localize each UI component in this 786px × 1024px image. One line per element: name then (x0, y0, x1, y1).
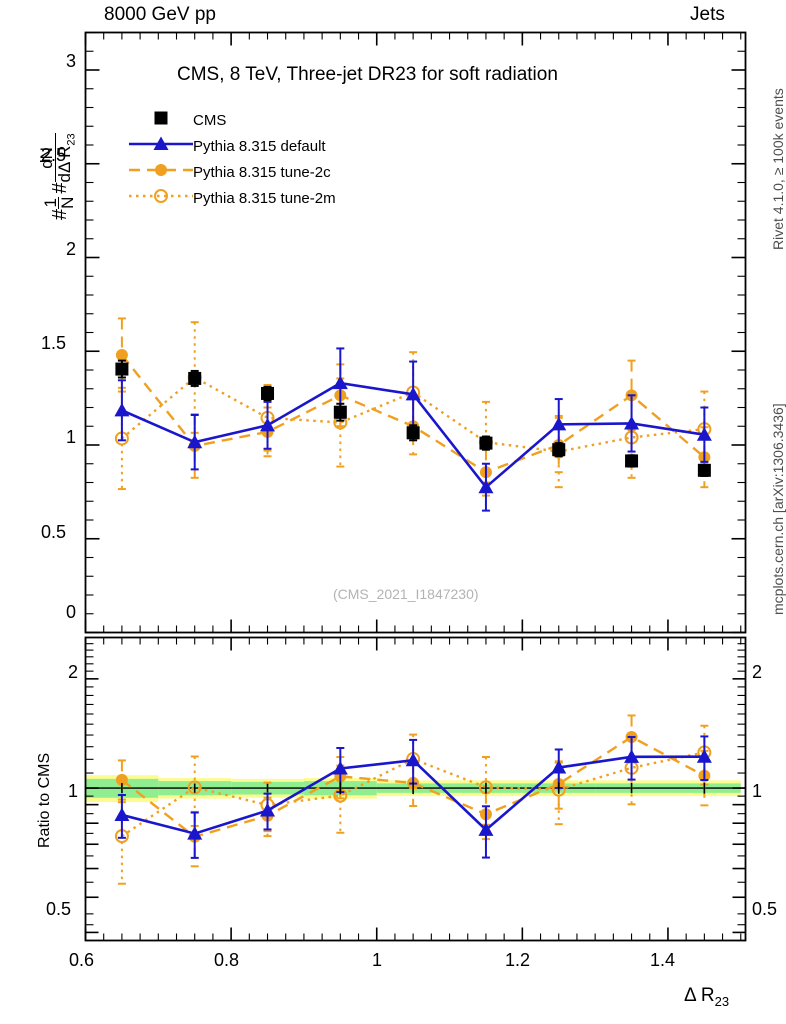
main-ytick-1: 0.5 (41, 522, 67, 542)
main-ytick-2: 1 (66, 427, 77, 447)
main-ytick-0: 0 (66, 602, 77, 622)
xtick-3: 1.2 (505, 950, 531, 970)
ratio-series-1 (114, 735, 712, 859)
data-marker (405, 386, 421, 401)
ylabel-hash-2: # (48, 182, 71, 194)
data-marker (187, 780, 202, 795)
data-marker (552, 443, 566, 457)
xtick-4: 1.4 (650, 950, 676, 970)
legend-label-tune2m: Pythia 8.315 tune-2m (193, 190, 336, 207)
data-marker (696, 749, 712, 763)
sidenote-mcplots: mcplots.cern.ch [arXiv:1306.3436] (770, 403, 786, 615)
ratio-ytick-right-1: 1 (752, 781, 763, 801)
x-axis-label-delta: Δ R (684, 985, 715, 1006)
data-marker (697, 463, 711, 477)
data-marker (551, 760, 567, 774)
ratio-ytick-left-2: 2 (68, 662, 79, 682)
ratio-ylabel-group: Ratio to CMS (36, 753, 53, 849)
data-marker (115, 773, 128, 786)
x-axis-ticks (84, 32, 742, 941)
data-marker (188, 371, 202, 385)
data-marker (187, 434, 203, 449)
sidenote-rivet: Rivet 4.1.0, ≥ 100k events (770, 88, 786, 250)
data-marker (405, 752, 421, 767)
main-ytick-3: 1.5 (41, 333, 67, 353)
xtick-0: 0.6 (69, 950, 95, 970)
data-marker (187, 826, 203, 840)
data-marker (551, 416, 567, 431)
data-marker (115, 362, 129, 376)
data-marker (154, 111, 168, 125)
data-marker (154, 189, 168, 203)
data-marker (114, 807, 130, 821)
main-panel-frame (84, 31, 747, 634)
ratio-ytick-right-2: 2 (752, 662, 763, 682)
data-marker (333, 405, 347, 419)
sidenote-rivet-group: Rivet 4.1.0, ≥ 100k events (770, 88, 786, 251)
data-marker (624, 749, 640, 763)
data-marker (479, 436, 493, 450)
main-series-1 (114, 347, 712, 512)
ratio-ylabel: Ratio to CMS (36, 752, 53, 848)
ylabel-hash-1: # (48, 208, 71, 220)
data-marker (478, 822, 494, 836)
ratio-ytick-right-0: 0.5 (752, 899, 778, 919)
ratio-panel-frame (84, 636, 747, 942)
data-marker (478, 479, 494, 494)
data-marker (332, 375, 348, 390)
ylabel-frac1-num: 1 (41, 198, 61, 208)
data-marker (332, 761, 348, 775)
ylabel-frac2-sub: 23 (65, 133, 78, 146)
data-marker (115, 349, 128, 361)
main-yaxis (85, 31, 746, 634)
ylabel-frac2-num: dN (37, 147, 56, 169)
legend-glyphs (129, 111, 193, 203)
main-panel-title: CMS, 8 TeV, Three-jet DR23 for soft radi… (177, 64, 558, 85)
sidenote-mcplots-group: mcplots.cern.ch [arXiv:1306.3436] (770, 403, 786, 616)
ylabel-frac2-den: dΔ R (55, 145, 74, 183)
data-marker (114, 402, 130, 417)
main-ylabel-group: # 1 N # dN dΔ R23 (37, 133, 81, 221)
data-marker (696, 427, 712, 441)
data-marker (406, 426, 420, 440)
main-ytick-4: 2 (66, 239, 77, 259)
analysis-watermark: (CMS_2021_I1847230) (333, 586, 479, 602)
xtick-1: 0.8 (214, 950, 240, 970)
x-axis-label: Δ R23 (684, 985, 729, 1009)
legend-label-default: Pythia 8.315 default (193, 138, 326, 155)
data-marker (260, 417, 276, 432)
data-marker (260, 803, 276, 817)
header-analysis-label: Jets (690, 4, 725, 25)
data-marker (155, 164, 167, 176)
main-ytick-5: 2.5 (41, 145, 67, 165)
legend-label-tune2c: Pythia 8.315 tune-2c (193, 164, 331, 181)
ratio-yaxis (85, 643, 746, 942)
ratio-series-0 (121, 782, 706, 795)
ratio-ytick-left-0: 0.5 (46, 899, 72, 919)
legend-label-cms: CMS (193, 112, 227, 129)
header-beam-label: 8000 GeV pp (104, 4, 216, 25)
data-marker (624, 415, 640, 430)
ratio-ytick-left-1: 1 (68, 781, 79, 801)
data-marker (153, 136, 169, 150)
xtick-2: 1 (372, 950, 383, 970)
main-ytick-6: 3 (66, 51, 77, 71)
data-marker (625, 454, 639, 468)
ylabel-frac1-den: N (58, 196, 78, 209)
main-series-0 (115, 359, 711, 477)
x-axis-label-sub: 23 (714, 993, 730, 1009)
data-marker (261, 386, 275, 400)
